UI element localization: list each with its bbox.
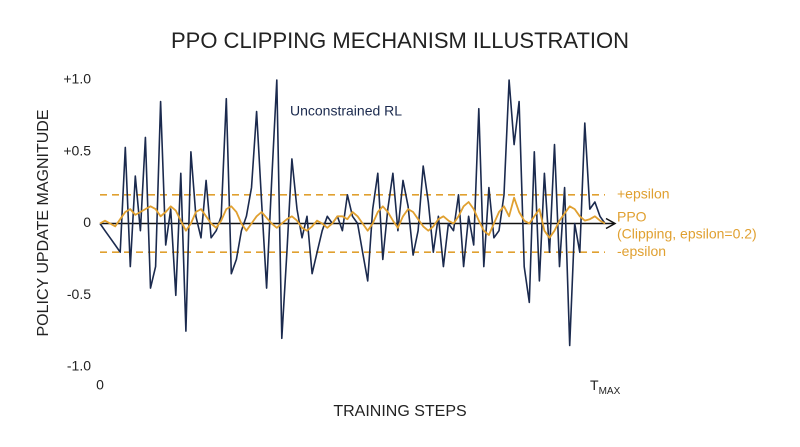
x-axis-arrow bbox=[605, 217, 617, 230]
x-tick-label: 0 bbox=[96, 377, 104, 393]
y-tick-label: 0 bbox=[83, 214, 91, 230]
y-tick-label: -0.5 bbox=[67, 286, 91, 302]
y-tick-label: +1.0 bbox=[63, 71, 91, 87]
series-line bbox=[99, 196, 606, 239]
series-label: Unconstrained RL bbox=[290, 103, 402, 119]
series-label: PPO bbox=[617, 209, 647, 225]
chart-title: PPO CLIPPING MECHANISM ILLUSTRATION bbox=[171, 28, 629, 53]
series-note: (Clipping, epsilon=0.2) bbox=[617, 226, 757, 242]
x-tick-label-sub: MAX bbox=[599, 386, 621, 397]
x-tick-label-main: T bbox=[590, 377, 599, 393]
x-axis-label: TRAINING STEPS bbox=[333, 403, 466, 420]
threshold-label: -epsilon bbox=[617, 243, 666, 259]
y-tick-label: -1.0 bbox=[67, 358, 91, 374]
y-axis-label: POLICY UPDATE MAGNITUDE bbox=[35, 110, 52, 337]
threshold-label: +epsilon bbox=[617, 186, 670, 202]
x-tick-label: TMAX bbox=[590, 377, 621, 397]
series-line bbox=[99, 79, 606, 347]
y-tick-label: +0.5 bbox=[63, 142, 91, 158]
